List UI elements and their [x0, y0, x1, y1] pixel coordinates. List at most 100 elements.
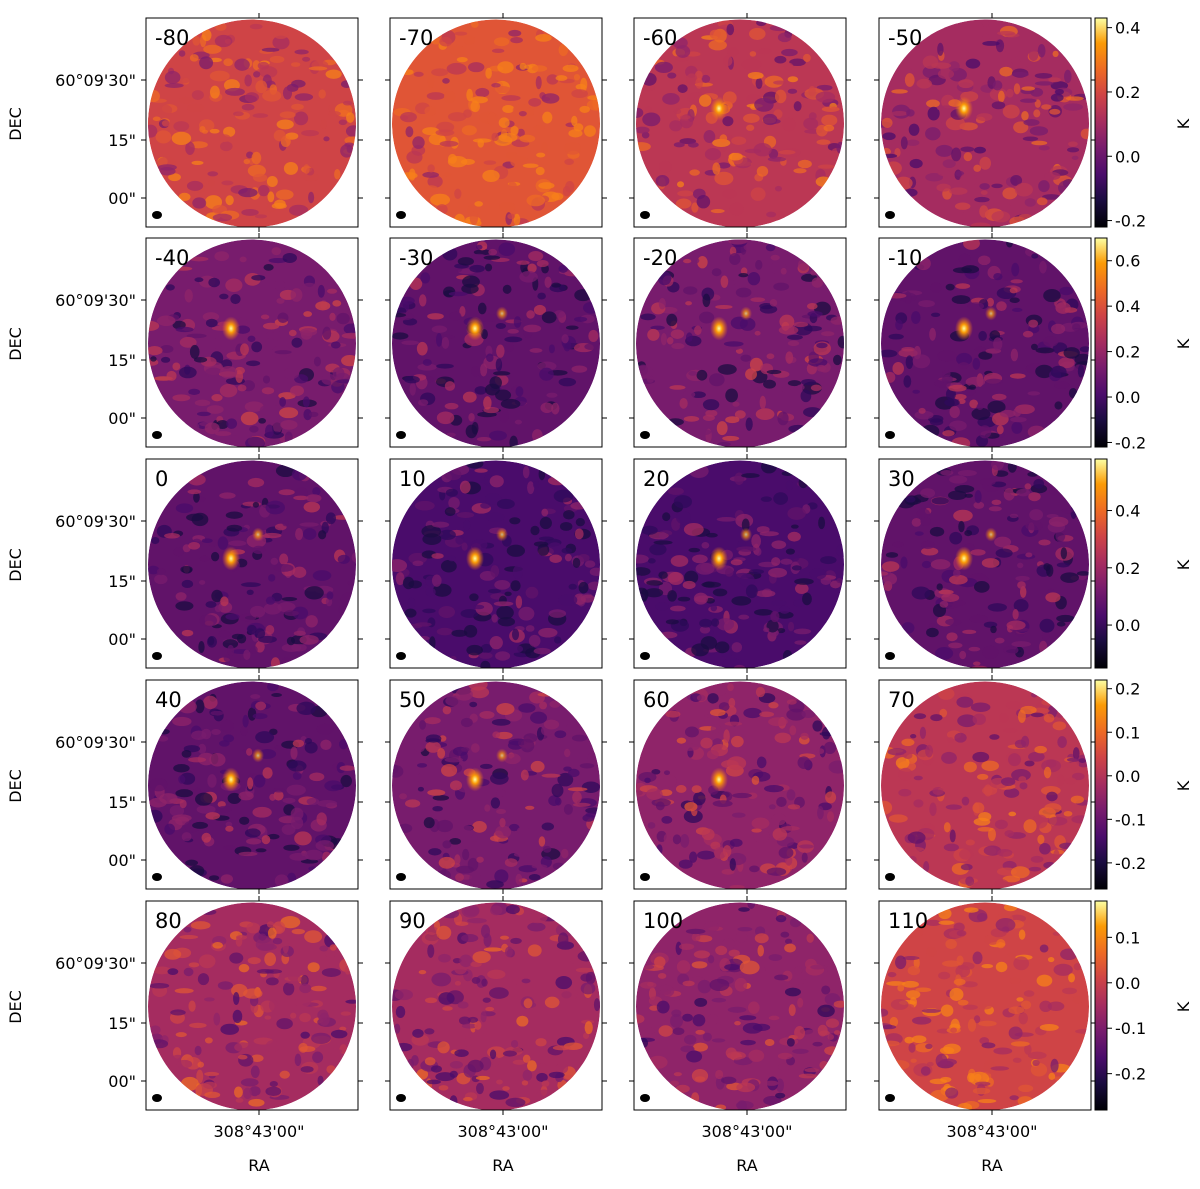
dec-tick-label: 15"	[108, 351, 136, 370]
channel-velocity-label: -30	[399, 246, 433, 270]
channel-velocity-label: 70	[888, 688, 915, 712]
colorbar: 0.4 0.2 0.0 K	[1094, 458, 1193, 669]
panel-frame	[878, 679, 1092, 890]
dec-axis-label: DEC	[6, 107, 25, 141]
colorbar-tick-label: -0.1	[1115, 1019, 1146, 1038]
secondary-source	[252, 748, 264, 763]
channel-velocity-label: -40	[155, 246, 189, 270]
channel-velocity-label: 90	[399, 909, 426, 933]
channel-panel: 20	[629, 454, 851, 673]
colorbar-tick-label: 0.1	[1115, 723, 1140, 742]
dec-tick-label: 60°09'30"	[55, 71, 136, 90]
panel-frame	[633, 237, 847, 448]
secondary-source	[740, 527, 752, 542]
beam-ellipse	[152, 873, 162, 881]
colorbar-tick-label: -0.2	[1115, 433, 1146, 452]
beam-ellipse	[152, 431, 162, 439]
ra-tick-label: 308°43'00"	[213, 1122, 304, 1141]
colorbar-gradient	[1094, 17, 1108, 228]
dec-axis-label: DEC	[6, 769, 25, 803]
channel-velocity-label: -80	[155, 26, 189, 50]
dec-tick-label: 60°09'30"	[55, 512, 136, 531]
panel-frame	[633, 458, 847, 669]
beam-ellipse	[885, 431, 895, 439]
secondary-source	[496, 306, 508, 321]
channel-velocity-label: -50	[888, 26, 922, 50]
ra-tick-label: 308°43'00"	[701, 1122, 792, 1141]
ra-axis-label: RA	[492, 1156, 513, 1175]
panel-frame	[145, 237, 359, 448]
colorbar-tick-label: 0.2	[1115, 343, 1140, 362]
central-source	[222, 316, 240, 341]
dec-tick-label: 15"	[108, 131, 136, 150]
colorbar: 0.1 0.0 -0.1 -0.2 K	[1094, 900, 1193, 1111]
channel-velocity-label: 50	[399, 688, 426, 712]
beam-ellipse	[640, 652, 650, 660]
colorbar-tick-label: -0.1	[1115, 810, 1146, 829]
colorbar-tick-label: 0.0	[1115, 388, 1140, 407]
panel-frame	[389, 679, 603, 890]
channel-velocity-label: -20	[643, 246, 677, 270]
dec-tick-label: 00"	[108, 851, 136, 870]
colorbar-tick-label: 0.4	[1115, 502, 1140, 521]
channel-panel: -80	[141, 13, 363, 232]
colorbar-tick-label: 0.2	[1115, 680, 1140, 699]
ra-axis-label: RA	[981, 1156, 1002, 1175]
panel-frame	[389, 17, 603, 228]
beam-ellipse	[396, 873, 406, 881]
dec-tick-label: 60°09'30"	[55, 291, 136, 310]
central-source	[955, 316, 973, 341]
colorbar-tick-label: 0.4	[1115, 297, 1140, 316]
channel-panel: -70	[385, 13, 607, 232]
panel-frame	[145, 458, 359, 669]
panel-frame	[633, 900, 847, 1111]
panel-frame	[145, 900, 359, 1111]
colorbar-unit-label: K	[1174, 780, 1193, 791]
colorbar-unit-label: K	[1174, 1001, 1193, 1012]
channel-velocity-label: 60	[643, 688, 670, 712]
channel-panel: 10	[385, 454, 607, 673]
colorbar-tick-label: 0.0	[1115, 974, 1140, 993]
beam-ellipse	[640, 1094, 650, 1102]
colorbar-tick-label: 0.1	[1115, 928, 1140, 947]
channel-velocity-label: 30	[888, 467, 915, 491]
channel-velocity-label: 110	[888, 909, 928, 933]
channel-velocity-label: -70	[399, 26, 433, 50]
dec-tick-label: 60°09'30"	[55, 954, 136, 973]
dec-axis-label: DEC	[6, 990, 25, 1024]
beam-ellipse	[885, 652, 895, 660]
beam-ellipse	[885, 1094, 895, 1102]
secondary-source	[496, 527, 508, 542]
colorbar-tick-label: 0.2	[1115, 559, 1140, 578]
colorbar-tick-label: 0.0	[1115, 147, 1140, 166]
central-source	[466, 316, 484, 341]
channel-velocity-label: 20	[643, 467, 670, 491]
channel-velocity-label: 100	[643, 909, 683, 933]
colorbar-tick-label: 0.4	[1115, 19, 1140, 38]
secondary-source	[252, 527, 264, 542]
panel-frame	[878, 900, 1092, 1111]
dec-tick-label: 00"	[108, 409, 136, 428]
channel-panel: -10	[874, 233, 1096, 452]
ra-axis-label: RA	[248, 1156, 269, 1175]
central-source	[466, 767, 484, 792]
ra-axis-label: RA	[736, 1156, 757, 1175]
beam-ellipse	[640, 873, 650, 881]
channel-panel: 70	[874, 675, 1096, 894]
central-source	[222, 767, 240, 792]
beam-ellipse	[396, 652, 406, 660]
colorbar-gradient	[1094, 900, 1108, 1111]
colorbar-tick-label: 0.0	[1115, 616, 1140, 635]
colorbar-unit-label: K	[1174, 338, 1193, 349]
central-source	[710, 96, 728, 121]
dec-tick-label: 00"	[108, 630, 136, 649]
colorbar-tick-label: 0.6	[1115, 252, 1140, 271]
beam-ellipse	[885, 211, 895, 219]
central-source	[955, 546, 973, 571]
ra-tick-label: 308°43'00"	[457, 1122, 548, 1141]
dec-axis-label: DEC	[6, 548, 25, 582]
channel-panel: -20	[629, 233, 851, 452]
colorbar-tick-label: -0.2	[1115, 854, 1146, 873]
colorbar-gradient	[1094, 237, 1108, 448]
dec-tick-label: 60°09'30"	[55, 733, 136, 752]
